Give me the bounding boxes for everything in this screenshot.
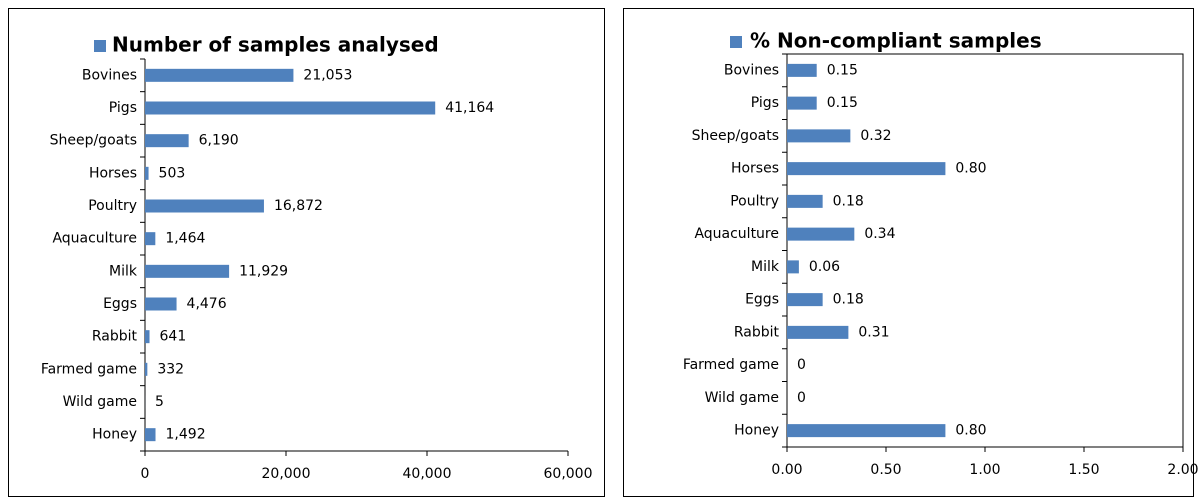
x-tick-label: 0.50: [870, 462, 901, 478]
y-tick-label: Milk: [751, 259, 780, 275]
data-label: 0.31: [858, 324, 889, 340]
y-tick-label: Poultry: [730, 193, 779, 209]
data-label: 0.80: [955, 423, 986, 439]
chart-title: Number of samples analysed: [112, 33, 439, 57]
bar: [145, 232, 156, 246]
data-label: 1,464: [165, 231, 205, 247]
chart-frame: [623, 8, 1194, 497]
x-tick-label: 20,000: [262, 466, 311, 482]
bar: [145, 362, 148, 376]
y-tick-label: Eggs: [745, 292, 779, 308]
bar: [787, 260, 799, 274]
data-label: 0: [797, 357, 806, 373]
bar: [145, 101, 436, 115]
y-tick-label: Bovines: [724, 62, 779, 78]
bar: [145, 297, 177, 311]
y-tick-label: Horses: [89, 165, 137, 181]
bar: [787, 194, 823, 208]
y-tick-label: Pigs: [109, 100, 137, 116]
y-tick-label: Wild game: [705, 390, 779, 406]
bar: [145, 428, 156, 442]
y-tick-label: Honey: [734, 423, 779, 439]
y-tick-label: Horses: [731, 161, 779, 177]
legend-marker: [730, 36, 742, 48]
y-tick-label: Pigs: [751, 95, 779, 111]
data-label: 641: [160, 329, 187, 345]
bar: [787, 227, 855, 241]
x-tick-label: 0: [141, 466, 150, 482]
data-label: 0.06: [809, 259, 840, 275]
y-tick-label: Milk: [109, 263, 138, 279]
legend-marker: [94, 40, 106, 52]
data-label: 1,492: [166, 427, 206, 443]
data-label: 0.15: [827, 95, 858, 111]
y-tick-label: Bovines: [82, 67, 137, 83]
data-label: 0.34: [864, 226, 895, 242]
bar: [145, 199, 264, 213]
data-label: 0.32: [860, 128, 891, 144]
x-tick-label: 0.00: [771, 462, 802, 478]
bar: [787, 424, 946, 438]
data-label: 503: [159, 165, 186, 181]
bar: [145, 264, 230, 278]
bar: [145, 330, 150, 344]
x-tick-label: 2.00: [1167, 462, 1198, 478]
bar: [787, 63, 817, 77]
bar: [787, 96, 817, 110]
x-tick-label: 1.00: [969, 462, 1000, 478]
chart-frame: [8, 8, 605, 497]
plot-frame: [786, 53, 1184, 448]
data-label: 6,190: [199, 133, 239, 149]
data-label: 21,053: [303, 67, 352, 83]
bar: [787, 162, 946, 176]
x-tick-label: 1.50: [1068, 462, 1099, 478]
y-tick-label: Farmed game: [41, 361, 137, 377]
bar: [145, 166, 149, 180]
bar: [145, 68, 294, 82]
chart-title: % Non-compliant samples: [750, 29, 1042, 53]
y-tick-label: Aquaculture: [52, 231, 137, 247]
y-tick-label: Sheep/goats: [692, 128, 779, 144]
data-label: 4,476: [187, 296, 227, 312]
data-label: 0.18: [833, 292, 864, 308]
bar: [787, 129, 851, 143]
data-label: 16,872: [274, 198, 323, 214]
bar: [145, 134, 189, 148]
y-tick-label: Poultry: [88, 198, 137, 214]
data-label: 0.18: [833, 193, 864, 209]
y-tick-label: Eggs: [103, 296, 137, 312]
y-tick-label: Aquaculture: [694, 226, 779, 242]
x-tick-label: 60,000: [544, 466, 593, 482]
y-tick-label: Rabbit: [734, 324, 780, 340]
data-label: 41,164: [445, 100, 494, 116]
y-tick-label: Rabbit: [92, 329, 138, 345]
y-tick-label: Sheep/goats: [50, 133, 137, 149]
y-tick-label: Wild game: [63, 394, 137, 410]
bar: [787, 325, 849, 339]
y-tick-label: Honey: [92, 427, 137, 443]
x-tick-label: 40,000: [403, 466, 452, 482]
y-tick-label: Farmed game: [683, 357, 779, 373]
data-label: 332: [157, 361, 184, 377]
data-label: 0.80: [955, 161, 986, 177]
data-label: 5: [155, 394, 164, 410]
data-label: 11,929: [239, 263, 288, 279]
data-label: 0.15: [827, 62, 858, 78]
bar: [787, 293, 823, 307]
data-label: 0: [797, 390, 806, 406]
